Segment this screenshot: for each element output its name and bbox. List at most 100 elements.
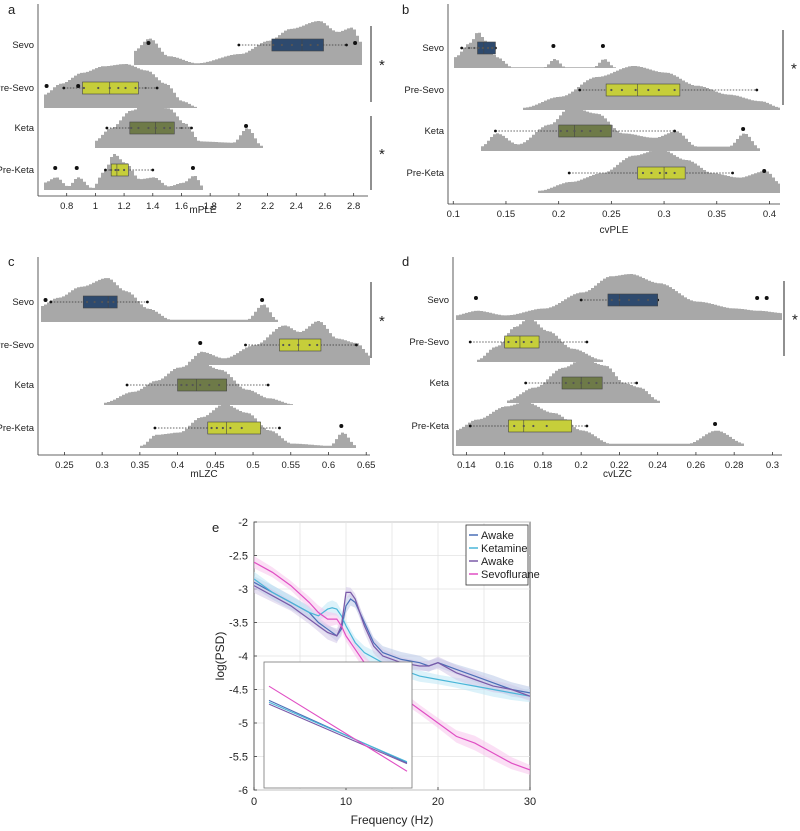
data-point [513,424,516,428]
data-point [208,383,211,387]
data-point [122,168,126,172]
outlier-point [76,84,81,88]
y-axis-label: log(PSD) [213,632,227,681]
x-tick-label: 0.14 [457,460,476,471]
outlier-point [551,44,556,48]
box-sevo [607,293,658,307]
x-tick-label: 0.26 [687,460,706,471]
data-point [297,343,300,347]
x-tick-label: 0.4 [171,460,184,471]
whisker-end [153,426,157,430]
data-point [163,126,166,130]
data-point [316,43,319,47]
data-point [309,43,312,47]
x-tick-label: 0.3 [657,209,670,220]
whisker-end [578,88,582,92]
outlier-point [353,41,358,45]
data-point [144,86,147,90]
box-pre-keta [110,163,129,177]
data-point [300,43,304,47]
inset-box [263,661,413,789]
data-point [282,343,285,347]
whisker-end [355,343,358,347]
group-label: Pre-Sevo [0,340,34,351]
x-tick-label: 2.6 [318,201,331,212]
data-point [108,86,111,90]
data-point [280,43,284,47]
data-point [134,86,137,90]
box-pre-keta [637,166,686,180]
data-point [589,129,592,133]
data-point [272,43,275,47]
x-tick-label: 0.65 [357,460,376,471]
data-point [180,383,183,387]
x-tick-label: 2.8 [347,201,360,212]
box-pre-sevo [504,335,540,349]
panel-label: c [8,254,15,269]
data-point [486,46,490,50]
x-tick-label: 0.4 [763,209,776,220]
x-tick-label: 0.3 [766,460,779,471]
x-axis-label: mPLE [189,205,217,216]
group-label: Keta [429,378,449,389]
legend-entry: Awake [481,530,514,542]
panel-d: d 0.14 0.16 0.18 0.2 0.22 0.24 0.26 0.28 0.3 cvLZC… [402,254,798,480]
confidence-band [254,556,530,775]
data-point [185,383,188,387]
panel-e: e -2 -2.5 -3 -3.5 -4 -4.5 -5 -5.5 -60 10 20 30 Freque… [212,517,540,827]
y-tick-label: -6 [238,785,248,797]
group-label: Sevo [12,297,34,308]
data-point [620,88,624,92]
data-point [221,426,224,430]
whisker-end [524,381,528,385]
whisker-end [151,168,155,172]
group-label: Pre-Keta [412,421,450,432]
panel-label: b [402,2,409,17]
data-point [650,171,653,175]
x-tick-label: 10 [340,796,352,808]
x-tick-label: 0.3 [96,460,109,471]
data-point [137,126,140,130]
whisker-end [635,381,639,385]
x-tick-label: 2.4 [290,201,303,212]
x-tick-label: 0 [251,796,257,808]
data-point [180,126,183,130]
outlier-point [146,41,151,45]
density-keta [448,107,780,151]
data-point [191,383,194,387]
data-point [85,300,89,304]
inset-line [268,703,408,765]
group-label: Pre-Keta [0,165,35,176]
data-point [112,300,115,304]
whisker-end [105,126,109,130]
outlier-point [244,124,249,128]
data-point [130,126,133,130]
data-point [114,168,117,172]
density-pre-keta [38,404,370,448]
x-tick-label: 1.6 [175,201,188,212]
density-pre-sevo [453,318,782,362]
density-keta [453,359,782,403]
density-pre-keta [453,402,782,446]
box-pre-sevo [605,83,681,97]
series-line-awake [254,581,530,694]
whisker-end [579,298,583,302]
x-tick-label: 1 [93,201,98,212]
group-label: Sevo [427,295,449,306]
whisker-end [49,300,53,304]
data-point [491,46,494,50]
data-point [572,381,575,385]
whisker-end [673,129,677,133]
data-point [93,300,96,304]
group-label: Pre-Sevo [404,85,444,96]
whisker-end [345,43,348,47]
series-line-ketamine [254,578,530,697]
data-point [288,343,291,347]
y-tick-label: -5 [238,718,248,730]
outlier-point [260,298,265,302]
data-point [665,171,668,175]
data-point [199,383,202,387]
data-point [117,86,120,90]
outlier-point [755,296,760,300]
group-label: Sevo [422,43,444,54]
